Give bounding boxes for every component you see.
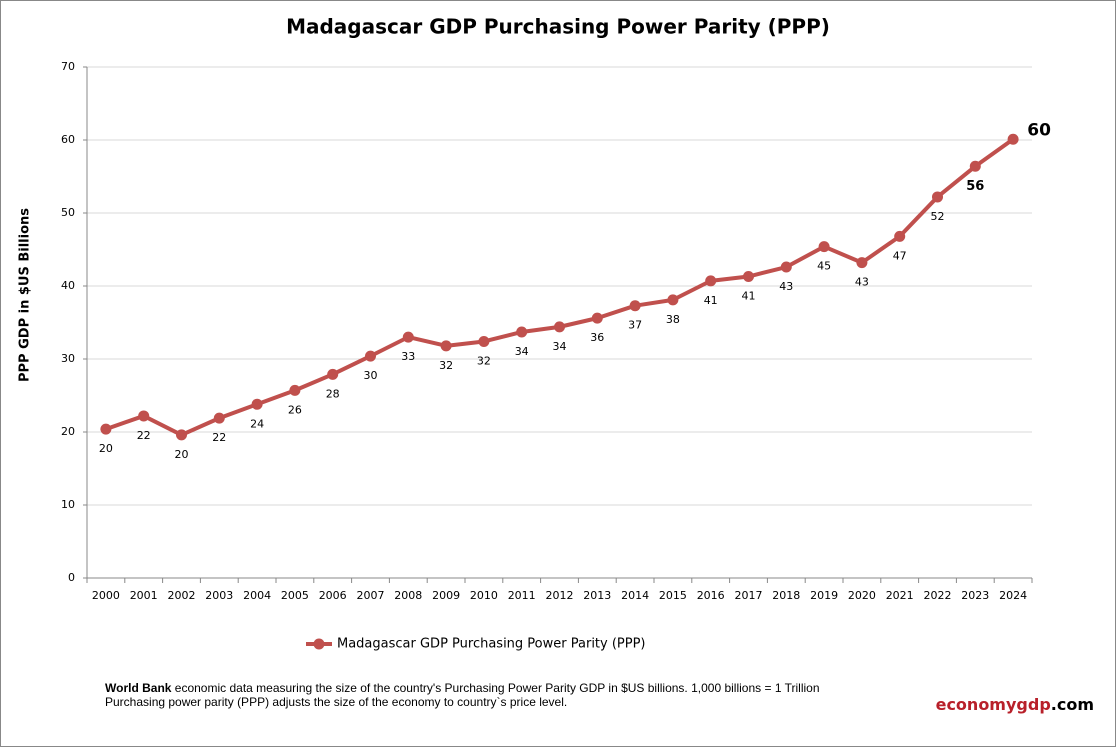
x-tick-label: 2012 — [546, 589, 574, 602]
data-label: 32 — [439, 359, 453, 372]
data-label: 28 — [326, 387, 340, 400]
x-tick-label: 2010 — [470, 589, 498, 602]
x-tick-label: 2016 — [697, 589, 725, 602]
y-tick-label: 20 — [61, 425, 75, 438]
data-point — [932, 191, 943, 203]
data-label: 34 — [515, 345, 529, 358]
data-point — [554, 321, 565, 333]
data-label: 32 — [477, 354, 491, 367]
x-tick-label: 2022 — [924, 589, 952, 602]
watermark-name: economygdp — [936, 695, 1051, 714]
data-point — [1007, 133, 1019, 145]
y-tick-label: 70 — [61, 60, 75, 73]
y-tick-label: 50 — [61, 206, 75, 219]
data-point — [516, 326, 528, 338]
note-line: Purchasing power parity (PPP) adjusts th… — [105, 695, 567, 709]
data-point — [327, 368, 339, 380]
legend-marker — [313, 638, 325, 650]
x-tick-label: 2009 — [432, 589, 460, 602]
x-tick-label: 2018 — [772, 589, 800, 602]
data-point — [818, 241, 830, 253]
data-point — [629, 300, 641, 312]
data-label: 52 — [931, 210, 945, 223]
data-point — [402, 331, 414, 343]
x-tick-label: 2002 — [168, 589, 196, 602]
data-label: 26 — [288, 403, 302, 416]
x-tick-label: 2011 — [508, 589, 536, 602]
data-point — [478, 335, 490, 347]
data-label: 33 — [401, 350, 415, 363]
y-tick-label: 40 — [61, 279, 75, 292]
data-label: 36 — [590, 331, 604, 344]
data-point — [365, 350, 376, 362]
data-label: 30 — [364, 369, 378, 382]
x-tick-label: 2021 — [886, 589, 914, 602]
data-point — [100, 423, 112, 435]
x-tick-label: 2024 — [999, 589, 1027, 602]
data-point — [176, 429, 187, 441]
data-label: 20 — [175, 448, 189, 461]
x-tick-label: 2015 — [659, 589, 687, 602]
note-source: World Bank — [105, 681, 172, 695]
data-label: 41 — [704, 294, 718, 307]
x-tick-label: 2003 — [205, 589, 233, 602]
x-tick-label: 2007 — [357, 589, 385, 602]
data-label: 41 — [742, 290, 756, 303]
y-tick-label: 30 — [61, 352, 75, 365]
data-label: 47 — [893, 249, 907, 262]
data-label: 34 — [553, 340, 567, 353]
x-tick-label: 2004 — [243, 589, 271, 602]
x-tick-label: 2023 — [961, 589, 989, 602]
chart-title: Madagascar GDP Purchasing Power Parity (… — [286, 15, 830, 39]
data-label: 60 — [1027, 120, 1051, 140]
data-point — [213, 412, 225, 424]
data-point — [138, 410, 150, 422]
data-label: 56 — [966, 179, 984, 194]
data-point — [705, 275, 717, 287]
x-tick-label: 2013 — [583, 589, 611, 602]
data-label: 24 — [250, 417, 264, 430]
x-tick-label: 2000 — [92, 589, 120, 602]
x-tick-label: 2001 — [130, 589, 158, 602]
data-point — [289, 384, 301, 396]
y-tick-label: 60 — [61, 133, 75, 146]
note-line: economic data measuring the size of the … — [171, 681, 819, 695]
x-tick-label: 2005 — [281, 589, 309, 602]
x-tick-label: 2014 — [621, 589, 649, 602]
data-label: 20 — [99, 442, 113, 455]
x-tick-label: 2008 — [394, 589, 422, 602]
data-label: 22 — [137, 429, 151, 442]
x-tick-label: 2020 — [848, 589, 876, 602]
data-point — [780, 261, 792, 273]
data-point — [667, 294, 679, 306]
x-tick-label: 2019 — [810, 589, 838, 602]
data-label: 37 — [628, 319, 642, 332]
x-tick-label: 2017 — [735, 589, 763, 602]
data-point — [969, 160, 981, 172]
data-label: 43 — [855, 276, 869, 289]
data-label: 43 — [779, 280, 793, 293]
watermark: economygdp.com — [936, 695, 1094, 714]
data-point — [591, 312, 603, 324]
data-point — [856, 257, 868, 269]
y-axis-label: PPP GDP in $US Billions — [18, 208, 33, 382]
note: World Bank economic data measuring the s… — [105, 681, 820, 695]
y-tick-label: 10 — [61, 498, 75, 511]
data-label: 22 — [212, 431, 226, 444]
legend-label: Madagascar GDP Purchasing Power Parity (… — [337, 637, 646, 652]
data-label: 38 — [666, 313, 680, 326]
data-point — [440, 340, 452, 352]
data-point — [743, 271, 754, 283]
watermark-tld: .com — [1051, 695, 1094, 714]
y-tick-label: 0 — [68, 571, 75, 584]
x-tick-label: 2006 — [319, 589, 347, 602]
data-label: 45 — [817, 260, 831, 273]
data-point — [251, 398, 263, 410]
data-point — [894, 230, 906, 242]
